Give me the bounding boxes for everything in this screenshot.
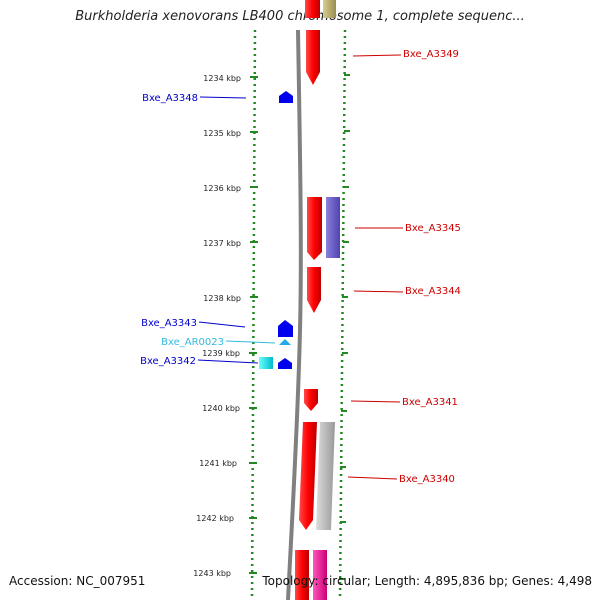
leader-line: [197, 359, 259, 364]
scale-label: 1237 kbp: [203, 239, 241, 248]
accession-label: Accession: NC_007951: [9, 574, 146, 588]
gene-grey-block[interactable]: [316, 422, 335, 530]
gene-label-bxe-a3341[interactable]: Bxe_A3341: [402, 397, 458, 408]
leader-line: [352, 54, 402, 57]
gene-top-olive[interactable]: [323, 0, 336, 18]
leader-line: [347, 476, 398, 480]
gene-bxe-a3345[interactable]: [307, 197, 322, 260]
leader-line: [353, 290, 404, 293]
scale-label: 1242 kbp: [196, 514, 234, 523]
gene-bxe-a3342[interactable]: [278, 358, 292, 369]
scale-ticks: [249, 74, 350, 580]
gene-bxe-a3341[interactable]: [304, 389, 318, 411]
gene-bxe-a3349[interactable]: [306, 30, 320, 85]
gene-bxe-a3340[interactable]: [299, 422, 317, 530]
leader-line: [198, 321, 246, 328]
gene-bottom-red[interactable]: [295, 550, 309, 600]
right-track-line: [338, 29, 347, 600]
gene-label-bxe-a3345[interactable]: Bxe_A3345: [405, 223, 461, 234]
gene-cyan-block[interactable]: [259, 357, 273, 369]
gene-bxe-a3348[interactable]: [279, 91, 293, 103]
gene-top-red[interactable]: [305, 0, 320, 18]
gene-label-bxe-a3348[interactable]: Bxe_A3348: [142, 93, 198, 104]
gene-bottom-pink[interactable]: [313, 550, 327, 600]
leader-line: [199, 96, 247, 99]
scale-label: 1238 kbp: [203, 294, 241, 303]
map-title: Burkholderia xenovorans LB400 chromosome…: [75, 9, 525, 24]
gene-purple-block[interactable]: [326, 197, 340, 258]
gene-bxe-a3343[interactable]: [278, 320, 293, 337]
leader-line: [225, 340, 276, 344]
scale-label: 1241 kbp: [199, 459, 237, 468]
leader-line: [350, 400, 401, 403]
gene-label-bxe-a3342[interactable]: Bxe_A3342: [140, 356, 196, 367]
gene-bxe-a3344[interactable]: [307, 267, 321, 313]
scale-label: 1239 kbp: [202, 349, 240, 358]
topology-label: Topology: circular; Length: 4,895,836 bp…: [262, 574, 592, 588]
gene-label-bxe-a3343[interactable]: Bxe_A3343: [141, 318, 197, 329]
scale-label: 1235 kbp: [203, 129, 241, 138]
gene-label-bxe-a3344[interactable]: Bxe_A3344: [405, 286, 461, 297]
scale-label: 1234 kbp: [203, 74, 241, 83]
left-track-line: [250, 29, 257, 600]
scale-label: 1240 kbp: [202, 404, 240, 413]
gene-label-bxe-a3340[interactable]: Bxe_A3340: [399, 474, 455, 485]
scale-label: 1236 kbp: [203, 184, 241, 193]
gene-label-bxe-a3349[interactable]: Bxe_A3349: [403, 49, 459, 60]
gene-bxe-ar0023[interactable]: [279, 339, 291, 345]
scale-label: 1243 kbp: [193, 569, 231, 578]
chromosome-backbone: [286, 29, 303, 600]
gene-label-bxe-ar0023[interactable]: Bxe_AR0023: [161, 337, 224, 348]
